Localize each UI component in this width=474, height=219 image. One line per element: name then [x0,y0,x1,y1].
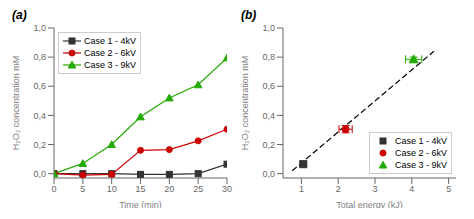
svg-text:0: 0 [51,184,56,194]
html-text:Case 3 - 9kV: Case 3 - 9kV [84,60,136,70]
svg-text:0,6: 0,6 [262,81,275,91]
svg-text:0,0: 0,0 [33,169,46,179]
svg-text:0,2: 0,2 [262,140,275,150]
svg-text:Total energy (kJ): Total energy (kJ) [336,200,403,208]
svg-text:0,8: 0,8 [262,52,275,62]
svg-text:H₂O₂ concentration mM: H₂O₂ concentration mM [11,56,21,151]
html-text:Case 1 - 4kV: Case 1 - 4kV [395,136,447,146]
svg-text:3: 3 [373,184,378,194]
html-text:(a): (a) [12,8,27,22]
svg-text:5: 5 [80,184,85,194]
html-text:Case 3 - 9kV: Case 3 - 9kV [395,160,447,170]
svg-text:2: 2 [336,184,341,194]
svg-text:4: 4 [409,184,414,194]
svg-text:1: 1 [299,184,304,194]
svg-text:0,4: 0,4 [262,111,275,121]
svg-text:1,0: 1,0 [33,23,46,33]
svg-text:0,6: 0,6 [33,81,46,91]
svg-text:Time (min): Time (min) [119,200,162,208]
html-text:(b): (b) [241,8,257,22]
svg-text:5: 5 [446,184,451,194]
svg-text:30: 30 [222,184,232,194]
html-text:Case 2 - 6kV: Case 2 - 6kV [395,148,447,158]
svg-text:0,8: 0,8 [33,52,46,62]
svg-text:0,4: 0,4 [33,111,46,121]
svg-text:0,0: 0,0 [262,169,275,179]
svg-text:H₂O₂ concentration mM: H₂O₂ concentration mM [240,56,250,151]
html-text:Case 2 - 6kV: Case 2 - 6kV [84,48,136,58]
html-text:Case 1 - 4kV: Case 1 - 4kV [84,36,136,46]
svg-text:10: 10 [107,184,117,194]
svg-text:0,2: 0,2 [33,140,46,150]
svg-text:25: 25 [193,184,203,194]
svg-text:1,0: 1,0 [262,23,275,33]
svg-text:15: 15 [135,184,145,194]
svg-text:20: 20 [164,184,174,194]
